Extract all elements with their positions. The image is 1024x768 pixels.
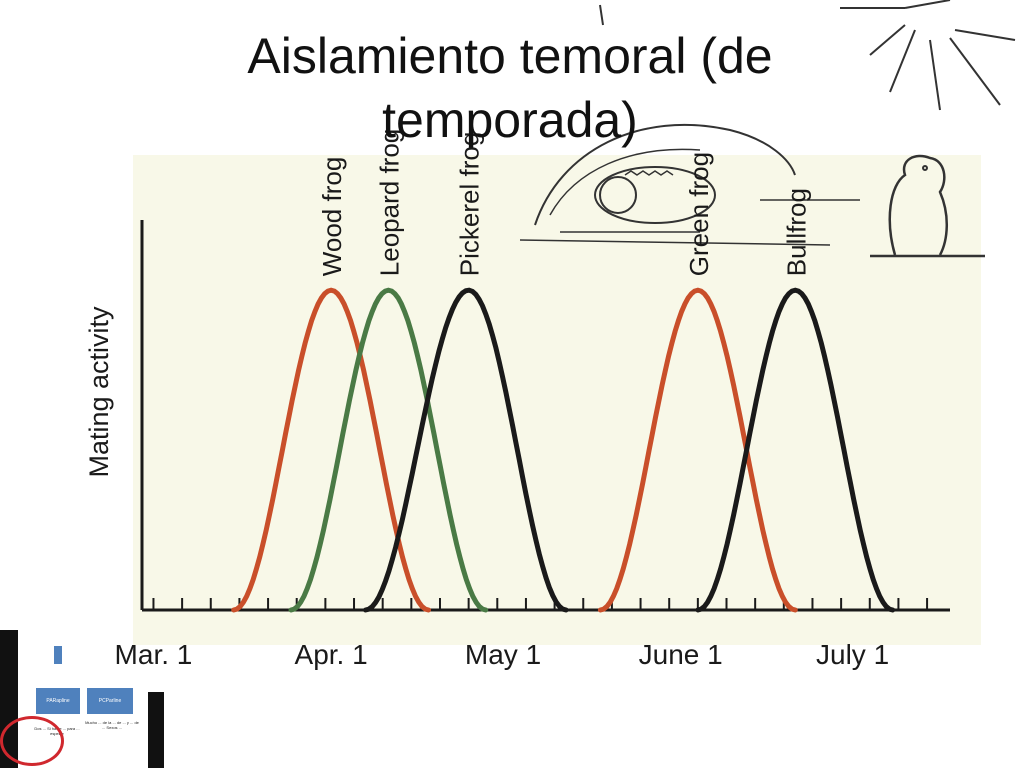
chart-curves bbox=[231, 287, 896, 613]
thumbnail-box-a: PARapline bbox=[36, 688, 80, 714]
x-tick-label: Mar. 1 bbox=[115, 639, 193, 670]
chart-axes: Mar. 1 Apr. 1 May 1 June 1 July 1 Mating acti… bbox=[84, 220, 950, 670]
thumbnail-text-b: Mucho ... de la ... de ... y ... de ... … bbox=[85, 720, 139, 730]
slide-title: Aislamiento temoral (de temporada) bbox=[170, 24, 850, 152]
slide-title-line-2: temporada) bbox=[382, 92, 638, 148]
series-line-1 bbox=[288, 287, 489, 613]
series-label-1: Leopard frog bbox=[374, 129, 404, 276]
y-axis-label: Mating activity bbox=[84, 306, 114, 478]
x-tick-label: Apr. 1 bbox=[295, 639, 368, 670]
sun-sketch bbox=[599, 0, 1016, 111]
x-tick-label: July 1 bbox=[816, 639, 889, 670]
slide-thumbnail[interactable]: PARapline PCParline Dos ... Si habie ...… bbox=[0, 630, 166, 768]
groundhog-sketch bbox=[870, 154, 985, 258]
series-label-2: Pickerel frog bbox=[455, 132, 485, 277]
series-line-2 bbox=[363, 287, 569, 613]
thumbnail-top-box bbox=[54, 646, 62, 664]
x-tick-label: June 1 bbox=[639, 639, 723, 670]
thumbnail-box-b: PCParline bbox=[87, 688, 133, 714]
chart-background bbox=[133, 155, 981, 645]
series-label-4: Bullfrog bbox=[781, 188, 811, 276]
x-tick-label: May 1 bbox=[465, 639, 541, 670]
thumbnail-right-bar bbox=[148, 692, 164, 768]
series-line-3 bbox=[597, 287, 798, 613]
series-line-0 bbox=[231, 287, 431, 613]
series-label-3: Green frog bbox=[684, 152, 714, 276]
slide-title-line-1: Aislamiento temoral (de bbox=[247, 28, 773, 84]
series-label-0: Wood frog bbox=[317, 157, 347, 276]
thumbnail-highlight-circle bbox=[0, 716, 64, 766]
series-line-4 bbox=[695, 287, 896, 613]
sleeping-animal-sketch bbox=[519, 123, 860, 246]
chart-labels: Wood frog Leopard frog Pickerel frog Green … bbox=[317, 129, 811, 276]
